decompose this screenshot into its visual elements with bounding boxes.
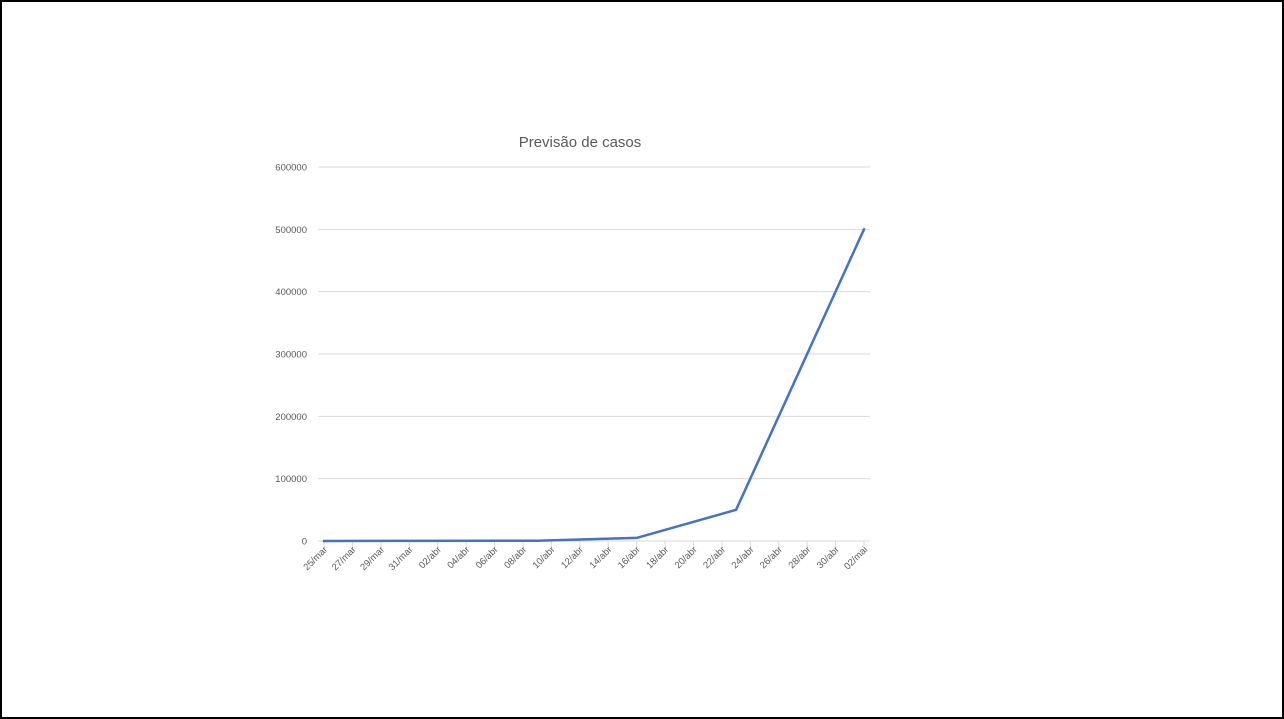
x-tick-label: 26/abr bbox=[758, 544, 785, 571]
y-tick-label: 200000 bbox=[275, 412, 307, 423]
x-tick-label: 31/mar bbox=[387, 544, 416, 573]
x-tick-label: 10/abr bbox=[531, 544, 558, 571]
x-tick-label: 14/abr bbox=[588, 544, 615, 571]
y-axis-ticks: 0 100000 200000 300000 400000 500000 600000 bbox=[275, 163, 307, 548]
y-tick-label: 600000 bbox=[275, 163, 307, 174]
x-tick-label: 22/abr bbox=[701, 544, 728, 571]
x-tick-label: 29/mar bbox=[358, 544, 387, 573]
x-tick-label: 02/mai bbox=[842, 544, 870, 572]
x-tick-label: 20/abr bbox=[673, 544, 700, 571]
y-tick-label: 0 bbox=[302, 537, 307, 548]
series-layer bbox=[322, 228, 866, 543]
series-line bbox=[322, 228, 866, 543]
x-tick-label: 06/abr bbox=[474, 544, 501, 571]
x-tick-label: 08/abr bbox=[502, 544, 529, 571]
y-tick-label: 300000 bbox=[275, 350, 307, 361]
x-tick-label: 02/abr bbox=[417, 544, 444, 571]
chart-title: Previsão de casos bbox=[519, 134, 642, 151]
y-tick-label: 100000 bbox=[275, 474, 307, 485]
x-tick-label: 12/abr bbox=[559, 544, 586, 571]
x-tick-label: 16/abr bbox=[616, 544, 643, 571]
y-tick-label: 500000 bbox=[275, 225, 307, 236]
x-tick-label: 25/mar bbox=[301, 544, 330, 573]
x-tick-label: 24/abr bbox=[730, 544, 757, 571]
x-tick-label: 04/abr bbox=[445, 544, 472, 571]
grid bbox=[318, 166, 870, 546]
x-tick-label: 18/abr bbox=[644, 544, 671, 571]
x-tick-label: 27/mar bbox=[330, 544, 359, 573]
y-tick-label: 400000 bbox=[275, 287, 307, 298]
x-axis-ticks: 25/mar 27/mar 29/mar 31/mar 02/abr 04/abr 06/a… bbox=[301, 544, 870, 573]
x-tick-label: 28/abr bbox=[786, 544, 813, 571]
x-tick-label: 30/abr bbox=[815, 544, 842, 571]
